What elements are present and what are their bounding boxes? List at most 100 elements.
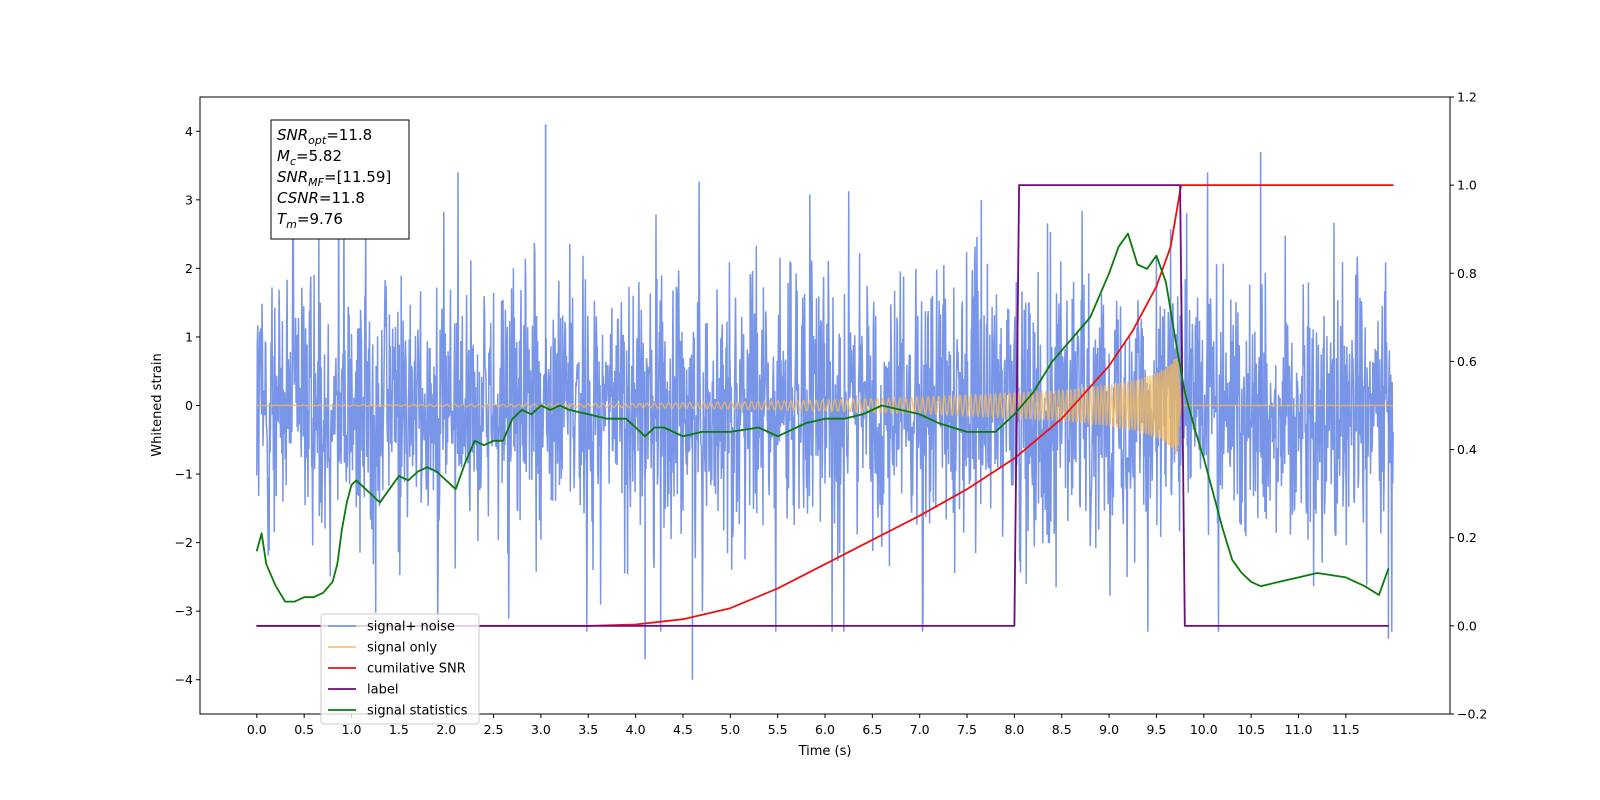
legend-label-signal-noise: signal+ noise	[367, 620, 455, 635]
series-signal-statistics-point	[1297, 576, 1300, 579]
y-tick-label: 1	[185, 329, 193, 344]
series-cumulative-snr-point	[919, 515, 921, 517]
y-tick-label: 0	[185, 398, 193, 413]
series-cumulative-snr-point	[1061, 418, 1063, 420]
annotation-value: =11.8	[319, 189, 365, 207]
series-cumulative-snr-point	[1392, 184, 1394, 186]
series-signal-statistics-point	[862, 413, 864, 415]
series-signal-statistics-point	[777, 435, 779, 437]
series-signal-statistics-point	[360, 484, 362, 486]
annotation-value: =5.82	[296, 147, 342, 165]
series-signal-statistics-point	[1118, 246, 1120, 248]
series-signal-statistics-point	[1250, 581, 1252, 583]
x-tick-label: 6.0	[815, 722, 835, 737]
series-cumulative-snr	[256, 184, 1394, 627]
series-cumulative-snr-point	[1155, 285, 1157, 288]
series-signal-statistics-point	[493, 440, 495, 442]
series-signal-statistics-point	[1241, 572, 1243, 574]
series-signal-statistics-point	[436, 471, 438, 473]
series-signal-statistics-point	[1051, 360, 1053, 362]
series-signal-statistics-point	[355, 479, 357, 481]
series-signal-statistics-point	[369, 493, 372, 495]
series-signal-statistics-point	[530, 413, 533, 415]
series-signal-statistics-point	[1165, 281, 1167, 283]
series-label-point	[1179, 184, 1181, 186]
legend-label-label: label	[367, 683, 398, 698]
x-tick-label: 0.0	[247, 722, 267, 737]
series-signal-statistics-point	[332, 581, 334, 583]
annotation-frame	[270, 119, 410, 240]
annotation-symbol: M	[277, 147, 290, 165]
series-signal-statistics-point	[256, 550, 258, 552]
y2-tick-label: 0.2	[1457, 530, 1477, 545]
series-signal-statistics-point	[1345, 576, 1347, 579]
series-signal-statistics-point	[261, 532, 263, 534]
x-axis-label: Time (s)	[798, 744, 852, 759]
series-signal-statistics-point	[521, 409, 523, 411]
series-signal-statistics-point	[303, 596, 305, 598]
series-layer	[255, 124, 1394, 680]
series-signal-statistics-point	[1013, 413, 1016, 415]
series-signal-statistics-point	[502, 440, 504, 442]
series-signal-statistics-point	[1387, 568, 1389, 570]
series-signal-statistics-point	[1193, 426, 1195, 429]
series-signal-statistics-point	[1127, 233, 1129, 235]
x-tick-label: 3.5	[578, 722, 598, 737]
legend-label-cumilative-snr: cumilative SNR	[367, 662, 466, 677]
y-tick-label: 2	[185, 261, 193, 276]
y2-tick-label: 0.0	[1457, 618, 1477, 633]
series-signal-statistics-point	[1174, 338, 1176, 340]
series-signal-statistics-point	[540, 404, 542, 407]
series-signal-statistics-point	[1278, 581, 1281, 583]
series-signal-statistics-point	[900, 409, 902, 411]
series-signal-statistics-point	[445, 479, 447, 481]
y2-tick-label: 1.0	[1457, 178, 1477, 193]
x-tick-label: 1.5	[389, 722, 409, 737]
y-axis-right: 1.2 1.0 0.8 0.6 0.4 0.2 0.0 −0.2	[1450, 90, 1487, 722]
x-tick-label: 7.5	[957, 722, 977, 737]
annotation-value: =11.8	[326, 126, 372, 144]
series-signal-statistics-point	[284, 601, 286, 603]
series-signal-statistics-point	[313, 596, 315, 598]
series-signal-statistics-point	[994, 431, 997, 433]
series-signal-statistics-point	[1231, 559, 1233, 561]
series-signal-statistics-point	[729, 431, 731, 433]
series-cumulative-snr-point	[1108, 365, 1110, 367]
annotation-subscript: m	[286, 218, 297, 231]
legend-frame	[320, 613, 480, 725]
series-signal-statistics-point	[606, 418, 608, 420]
series-label-point	[1018, 184, 1020, 186]
x-tick-label: 11.5	[1332, 722, 1360, 737]
series-signal-only	[256, 358, 1394, 455]
annotation-symbol: SNR	[277, 168, 308, 186]
series-signal-statistics-point	[663, 426, 665, 429]
series-signal-statistics-point	[275, 585, 277, 587]
x-tick-label: 6.5	[862, 722, 882, 737]
series-signal-statistics-point	[346, 501, 348, 504]
annotation-value: =[11.59]	[324, 168, 391, 186]
series-signal-statistics-point	[1108, 272, 1110, 274]
series-signal-statistics-point	[682, 435, 684, 437]
series-signal-statistics-point	[1089, 316, 1091, 318]
y-axis-left: 4 3 2 1 0 −1 −2 −3 −4	[175, 124, 200, 687]
series-cumulative-snr-point	[1132, 330, 1134, 332]
series-signal-statistics-point	[474, 440, 476, 442]
series-signal-statistics-point	[881, 404, 883, 407]
series-label-point	[1013, 625, 1016, 627]
series-signal-statistics-point	[426, 466, 428, 468]
x-tick-label: 4.0	[626, 722, 646, 737]
series-signal-statistics-point	[379, 501, 381, 504]
y-tick-label: −1	[175, 467, 193, 482]
series-label	[256, 184, 1389, 627]
series-signal-statistics-point	[1032, 391, 1034, 393]
series-signal-statistics-point	[1316, 572, 1318, 574]
series-cumulative-snr-point	[1013, 457, 1016, 459]
series-signal-statistics-point	[805, 422, 807, 424]
series-cumulative-snr-point	[966, 488, 968, 490]
x-tick-label: 0.5	[294, 722, 314, 737]
series-cumulative-snr-point	[682, 618, 684, 620]
series-signal-statistics-point	[464, 462, 466, 464]
series-signal-statistics-point	[1203, 457, 1205, 459]
series-signal-statistics-point	[336, 563, 338, 565]
y-tick-label: −2	[175, 535, 193, 550]
